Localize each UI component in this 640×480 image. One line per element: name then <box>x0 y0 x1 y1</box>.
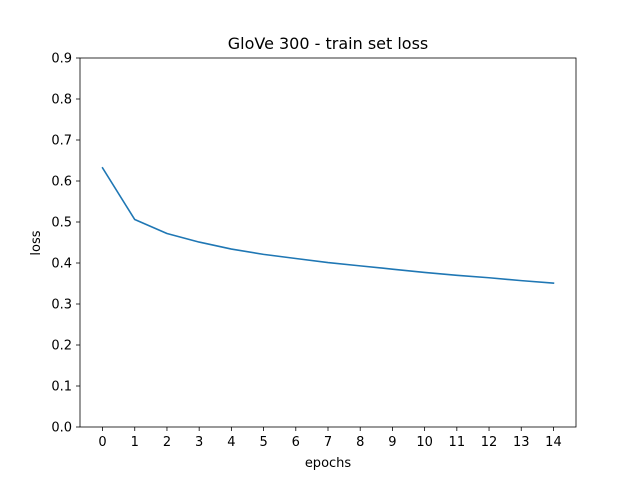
x-axis-label: epochs <box>305 456 352 471</box>
data-point <box>295 257 297 259</box>
y-axis-label: loss <box>29 230 44 255</box>
data-point <box>423 271 425 273</box>
plot-area: 0 1 2 3 4 5 6 7 8 9 10 11 12 13 140.00.10.20.30.40.50.… <box>51 52 577 450</box>
y-tick-label: 0.9 <box>51 52 72 67</box>
data-point <box>456 274 458 276</box>
x-tick-label: 8 <box>356 435 364 450</box>
data-point <box>488 277 490 279</box>
y-tick-label: 0.0 <box>51 421 72 436</box>
x-tick-label: 1 <box>131 435 139 450</box>
x-tick-label: 7 <box>324 435 332 450</box>
x-tick-label: 5 <box>259 435 267 450</box>
x-tick-label: 2 <box>163 435 171 450</box>
x-tick-label: 9 <box>388 435 396 450</box>
data-point <box>262 253 264 255</box>
y-tick-label: 0.6 <box>51 175 72 190</box>
y-tick-label: 0.4 <box>51 257 72 272</box>
data-point <box>391 268 393 270</box>
x-tick-label: 10 <box>416 435 433 450</box>
y-tick-label: 0.8 <box>51 93 72 108</box>
x-tick-label: 0 <box>98 435 106 450</box>
series-line-0 <box>101 166 555 284</box>
data-point <box>359 265 361 267</box>
data-point <box>520 279 522 281</box>
data-point <box>101 167 103 169</box>
x-tick-label: 12 <box>481 435 498 450</box>
x-tick-label: 4 <box>227 435 235 450</box>
chart-title: GloVe 300 - train set loss <box>228 34 429 53</box>
x-tick-label: 13 <box>513 435 530 450</box>
data-point <box>198 241 200 243</box>
y-tick-label: 0.5 <box>51 216 72 231</box>
data-point <box>134 218 136 220</box>
y-tick-label: 0.2 <box>51 339 72 354</box>
y-tick-label: 0.7 <box>51 134 72 149</box>
plot-frame <box>79 57 577 428</box>
data-point <box>166 232 168 234</box>
data-point <box>552 282 554 284</box>
data-point <box>230 248 232 250</box>
x-tick-label: 11 <box>449 435 466 450</box>
data-point <box>327 261 329 263</box>
x-tick-label: 3 <box>195 435 203 450</box>
x-tick-label: 6 <box>292 435 300 450</box>
y-tick-label: 0.3 <box>51 298 72 313</box>
y-tick-label: 0.1 <box>51 380 72 395</box>
x-tick-label: 14 <box>545 435 562 450</box>
